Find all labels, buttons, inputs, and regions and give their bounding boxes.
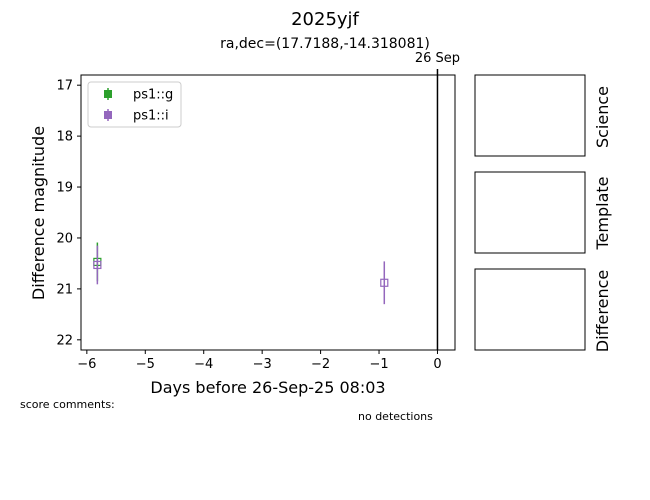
- y-tick-label: 19: [56, 181, 73, 196]
- chart-subtitle: ra,dec=(17.7188,-14.318081): [220, 36, 430, 52]
- x-tick-label: −2: [311, 357, 330, 372]
- score-comments-label: score comments:: [20, 398, 115, 411]
- data-point: [380, 278, 389, 287]
- science-panel-label: Science: [593, 86, 612, 148]
- data-point: [93, 260, 102, 270]
- x-axis: −6 −5 −4 −3 −2 −1 0: [77, 350, 442, 372]
- detections-note: no detections: [358, 410, 433, 423]
- legend-label: ps1::i: [133, 109, 169, 124]
- y-tick-label: 22: [56, 333, 73, 348]
- side-panels: Science Template Difference: [474, 74, 612, 352]
- x-tick-label: −1: [369, 357, 388, 372]
- template-image-panel: [474, 171, 586, 254]
- legend-marker: [104, 90, 112, 98]
- x-axis-label: Days before 26-Sep-25 08:03: [150, 378, 385, 397]
- difference-image-panel: [474, 268, 586, 351]
- template-panel-label: Template: [593, 176, 612, 250]
- y-tick-label: 18: [56, 130, 73, 145]
- difference-panel-label: Difference: [593, 270, 612, 352]
- x-tick-label: 0: [433, 357, 441, 372]
- chart-title: 2025yjf: [291, 9, 359, 30]
- legend-marker: [104, 111, 112, 119]
- science-image-panel: [474, 74, 586, 157]
- x-tick-label: −5: [136, 357, 155, 372]
- reference-line-label: 26 Sep: [415, 51, 460, 66]
- y-tick-label: 21: [56, 282, 73, 297]
- y-axis-label: Difference magnitude: [29, 126, 48, 300]
- reference-date-line: 26 Sep: [415, 51, 460, 350]
- legend-label: ps1::g: [133, 88, 173, 103]
- x-tick-label: −4: [194, 357, 213, 372]
- x-tick-label: −3: [253, 357, 272, 372]
- y-axis: 17 18 19 20 21 22: [56, 79, 81, 348]
- y-tick-label: 17: [56, 79, 73, 94]
- data-points: [93, 242, 389, 305]
- y-tick-label: 20: [56, 231, 73, 246]
- x-tick-label: −6: [77, 357, 96, 372]
